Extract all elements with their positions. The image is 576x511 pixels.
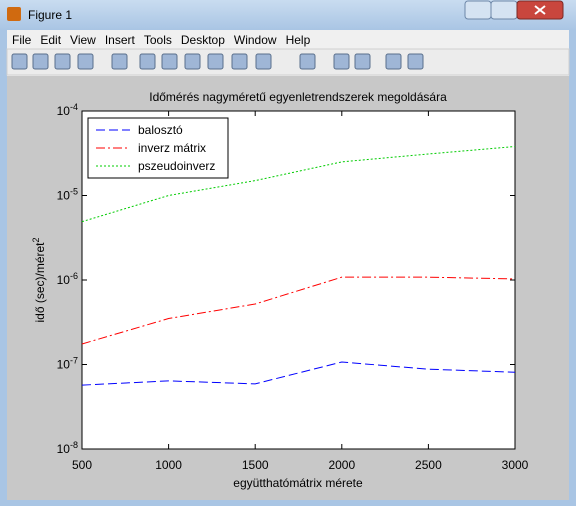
tool-icon[interactable] — [77, 53, 94, 70]
toolbar-icons — [11, 53, 424, 70]
tool-icon[interactable] — [54, 53, 71, 70]
tool-icon[interactable] — [139, 53, 156, 70]
tool-icon[interactable] — [333, 53, 350, 70]
menu-item[interactable]: Desktop — [181, 33, 225, 47]
legend-label: inverz mátrix — [138, 141, 206, 155]
tool-icon[interactable] — [354, 53, 371, 70]
x-tick-label: 1500 — [242, 458, 269, 472]
tool-icon[interactable] — [161, 53, 178, 70]
tool-icon[interactable] — [385, 53, 402, 70]
tool-icon[interactable] — [255, 53, 272, 70]
close-icon — [534, 5, 546, 15]
legend-box — [87, 117, 229, 179]
y-tick-label: 10-6 — [57, 271, 78, 287]
menu-item[interactable]: Edit — [40, 33, 61, 47]
tool-icon[interactable] — [111, 53, 128, 70]
y-tick-label: 10-7 — [57, 356, 78, 372]
tool-icon[interactable] — [231, 53, 248, 70]
tool-icon[interactable] — [407, 53, 424, 70]
x-tick-label: 500 — [72, 458, 92, 472]
y-axis-label: idő (sec)/méret2 — [31, 237, 47, 322]
menu-item[interactable]: View — [70, 33, 96, 47]
y-tick-label: 10-8 — [57, 440, 78, 456]
menu-item[interactable]: Help — [286, 33, 311, 47]
chart-title: Időmérés nagyméretű egyenletrendszerek m… — [149, 90, 447, 104]
tool-icon[interactable] — [184, 53, 201, 70]
menu-item[interactable]: Tools — [144, 33, 172, 47]
window-title: Figure 1 — [28, 8, 72, 22]
menu-item[interactable]: Window — [234, 33, 277, 47]
tool-icon[interactable] — [207, 53, 224, 70]
tool-icon[interactable] — [32, 53, 49, 70]
data-line — [81, 361, 516, 386]
x-tick-label: 1000 — [155, 458, 182, 472]
menu-bar: File Edit View Insert Tools Desktop Window Help — [12, 33, 311, 47]
x-tick-label: 3000 — [502, 458, 529, 472]
legend-label: balosztó — [138, 123, 183, 137]
data-line — [81, 276, 516, 345]
y-tick-label: 10-4 — [57, 102, 78, 118]
minimize-button[interactable] — [464, 0, 492, 20]
x-axis-label: együtthatómátrix mérete — [233, 476, 363, 490]
x-tick-label: 2000 — [328, 458, 355, 472]
tool-icon[interactable] — [11, 53, 28, 70]
legend-label: pszeudoinverz — [138, 159, 215, 173]
maximize-button[interactable] — [490, 0, 518, 20]
y-tick-label: 10-5 — [57, 187, 78, 203]
app-icon — [7, 7, 21, 21]
menu-item[interactable]: Insert — [105, 33, 136, 47]
tool-icon[interactable] — [299, 53, 316, 70]
toolbar — [6, 48, 570, 76]
x-tick-label: 2500 — [415, 458, 442, 472]
menu-item[interactable]: File — [12, 33, 32, 47]
data-line — [81, 146, 516, 223]
